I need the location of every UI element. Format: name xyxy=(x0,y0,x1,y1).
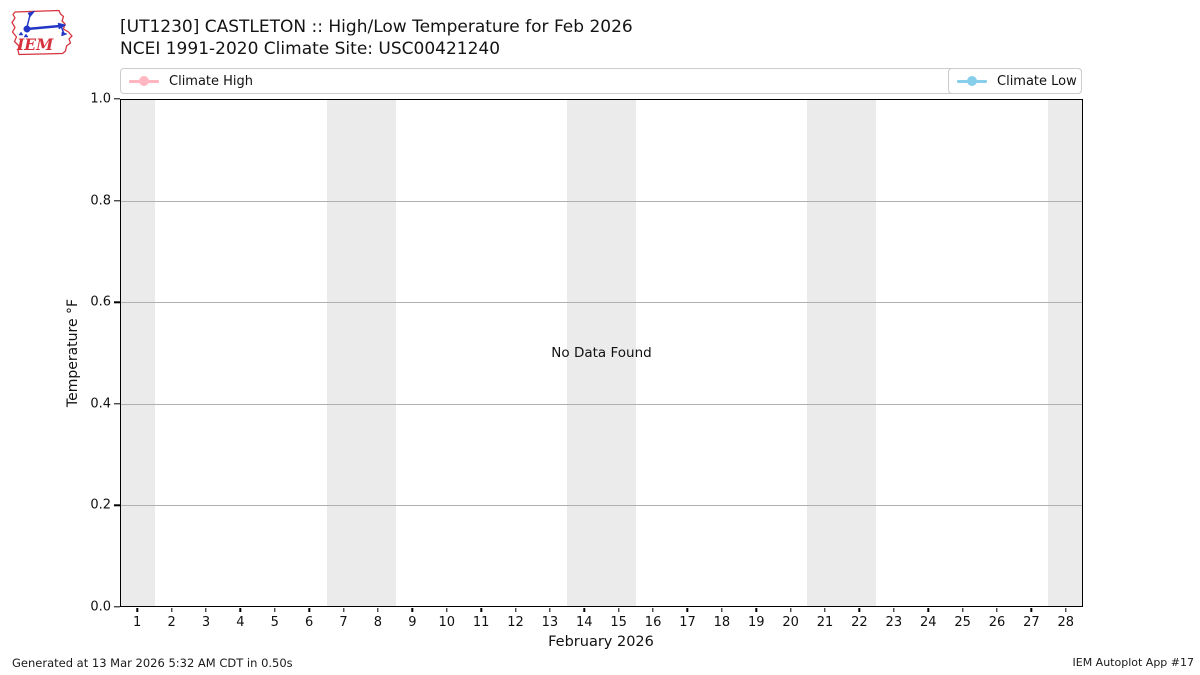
y-tick-label: 0.6 xyxy=(90,294,111,310)
x-tick-mark xyxy=(617,608,620,612)
x-tick-mark xyxy=(721,608,723,612)
x-tick-mark xyxy=(961,608,964,612)
y-tick-mark xyxy=(114,504,120,507)
x-tick-mark xyxy=(789,608,792,612)
iem-logo-text: IEM xyxy=(16,35,54,54)
iowa-outline xyxy=(11,9,73,56)
chart-subtitle: NCEI 1991-2020 Climate Site: USC00421240 xyxy=(120,39,501,59)
iem-logo: IEM xyxy=(11,9,73,56)
y-tick-label: 0.4 xyxy=(90,396,111,412)
climate-high-dot-swatch xyxy=(139,76,149,86)
x-tick-label: 23 xyxy=(885,615,903,630)
climate-low-dot-swatch xyxy=(967,76,977,86)
x-tick-label: 10 xyxy=(438,615,455,630)
gridline xyxy=(121,403,1082,405)
x-tick-mark xyxy=(377,608,379,612)
x-tick-mark xyxy=(1030,608,1033,612)
x-tick-label: 14 xyxy=(576,615,593,630)
app-credit: IEM Autoplot App #17 xyxy=(1072,656,1195,669)
x-tick-mark xyxy=(755,608,757,612)
x-tick-label: 9 xyxy=(408,615,417,630)
x-tick-mark xyxy=(858,608,861,612)
legend-climate-high: Climate High xyxy=(120,68,1082,94)
x-tick-label: 21 xyxy=(816,615,834,630)
climate-high-marker xyxy=(129,76,159,86)
x-tick-label: 22 xyxy=(851,615,868,630)
x-tick-label: 3 xyxy=(201,615,211,630)
x-tick-mark xyxy=(411,608,414,612)
x-tick-label: 4 xyxy=(236,615,245,630)
x-tick-label: 5 xyxy=(270,615,279,630)
x-tick-mark xyxy=(136,608,138,612)
x-tick-mark xyxy=(514,608,517,612)
y-tick-label: 1.0 xyxy=(90,91,111,107)
legend-label-climate-high: Climate High xyxy=(169,73,254,89)
gridline xyxy=(121,201,1082,203)
generated-timestamp: Generated at 13 Mar 2026 5:32 AM CDT in … xyxy=(12,656,293,670)
x-tick-mark xyxy=(893,608,895,612)
x-tick-label: 26 xyxy=(988,615,1006,630)
x-tick-mark xyxy=(342,608,345,612)
y-tick-mark xyxy=(114,301,120,303)
x-tick-mark xyxy=(205,608,207,612)
plot-area: No Data Found xyxy=(120,99,1083,607)
weekend-band xyxy=(807,100,877,606)
x-tick-label: 24 xyxy=(919,615,937,630)
x-tick-label: 17 xyxy=(679,615,696,630)
weather-vane-icon xyxy=(18,10,68,38)
x-tick-mark xyxy=(824,608,826,612)
x-tick-label: 20 xyxy=(782,615,799,630)
x-tick-label: 27 xyxy=(1023,615,1040,630)
y-tick-label: 0.0 xyxy=(90,599,111,615)
x-tick-mark xyxy=(996,608,998,612)
x-tick-label: 8 xyxy=(373,615,383,630)
climate-low-marker xyxy=(957,76,987,86)
x-tick-label: 11 xyxy=(472,615,490,630)
x-tick-label: 19 xyxy=(747,615,765,630)
x-tick-mark xyxy=(583,608,585,612)
x-tick-mark xyxy=(480,608,482,612)
y-tick-mark xyxy=(114,606,120,608)
x-tick-mark xyxy=(308,608,310,612)
legend-climate-low: Climate Low xyxy=(948,68,1082,94)
y-axis-title: Temperature °F xyxy=(65,298,81,408)
x-tick-label: 1 xyxy=(133,615,142,630)
x-tick-label: 12 xyxy=(507,615,524,630)
chart-title: [UT1230] CASTLETON :: High/Low Temperatu… xyxy=(120,17,633,37)
gridline xyxy=(121,504,1082,506)
y-tick-mark xyxy=(114,98,120,100)
y-tick-label: 0.2 xyxy=(90,497,111,513)
x-axis-title: February 2026 xyxy=(548,634,654,650)
x-tick-mark xyxy=(239,608,242,612)
x-tick-mark xyxy=(274,608,276,612)
x-tick-label: 18 xyxy=(713,615,731,630)
weekend-band xyxy=(1047,100,1082,606)
x-tick-label: 6 xyxy=(305,615,314,630)
y-tick-label: 0.8 xyxy=(90,193,111,209)
x-tick-mark xyxy=(652,608,654,612)
x-tick-mark xyxy=(686,608,689,612)
x-tick-label: 25 xyxy=(954,615,971,630)
weekend-band xyxy=(121,100,156,606)
x-tick-label: 2 xyxy=(167,615,176,630)
x-tick-mark xyxy=(549,608,551,612)
x-tick-label: 28 xyxy=(1057,615,1075,630)
x-tick-mark xyxy=(927,608,929,612)
x-tick-label: 7 xyxy=(339,615,348,630)
gridline xyxy=(121,302,1082,304)
x-axis: 1 2 3 4 5 6 7 8 9 10 11 12 13 14 15 16 17 18 19 20 21 22 23 24 2… xyxy=(120,608,1083,642)
legend-label-climate-low: Climate Low xyxy=(997,73,1077,89)
y-tick-mark xyxy=(114,403,120,405)
y-tick-mark xyxy=(114,199,120,202)
x-tick-label: 13 xyxy=(541,615,559,630)
x-tick-label: 16 xyxy=(644,615,662,630)
y-axis: 0.0 0.2 0.4 0.6 0.8 1.0 xyxy=(0,92,120,615)
x-tick-label: 15 xyxy=(610,615,627,630)
weekend-band xyxy=(326,100,396,606)
x-tick-mark xyxy=(446,608,448,612)
x-tick-mark xyxy=(170,608,173,612)
x-tick-mark xyxy=(1065,608,1067,612)
weekend-band xyxy=(567,100,636,606)
